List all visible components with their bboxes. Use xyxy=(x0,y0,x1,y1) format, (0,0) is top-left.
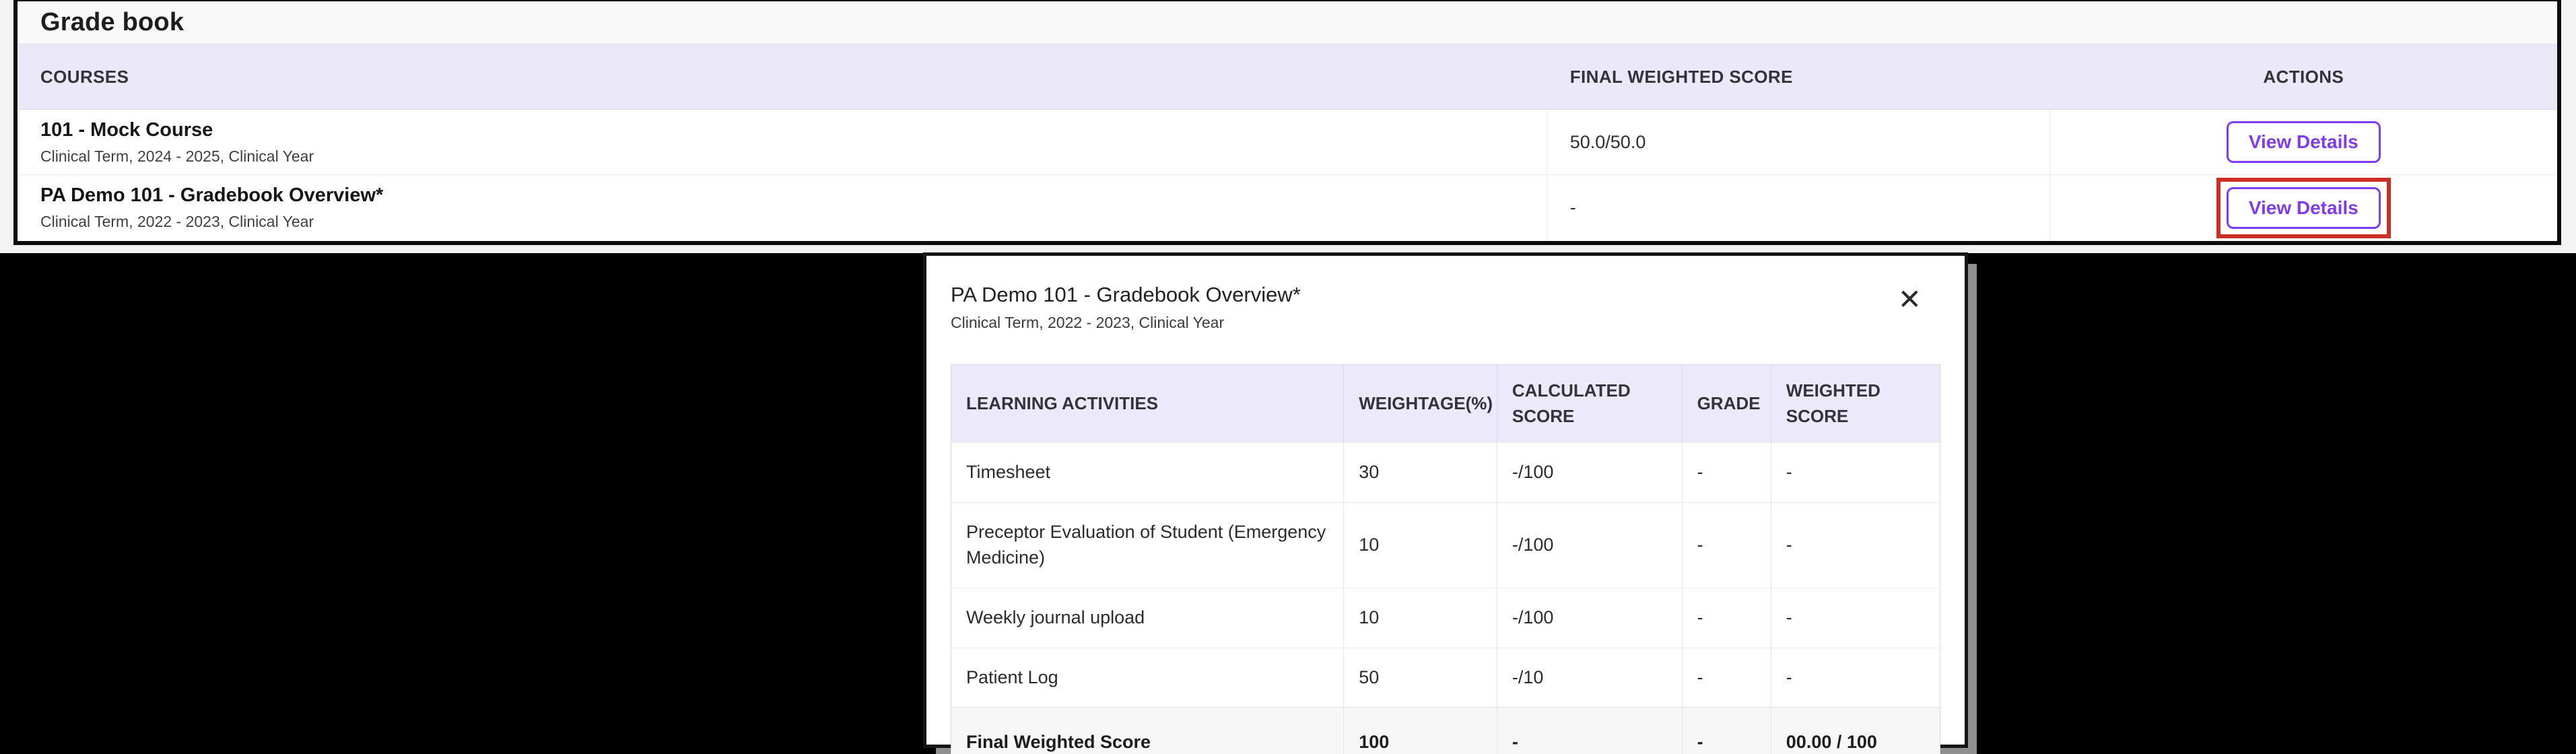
course-term: Clinical Term, 2022 - 2023, Clinical Yea… xyxy=(40,213,314,230)
table-row: PA Demo 101 - Gradebook Overview* Clinic… xyxy=(18,175,2557,240)
header-calculated-score: CALCULATED SCORE xyxy=(1496,364,1683,443)
gradebook-detail-modal: PA Demo 101 - Gradebook Overview* Clinic… xyxy=(923,252,1968,754)
course-name: 101 - Mock Course xyxy=(40,118,213,141)
final-weighted-score-value: - xyxy=(1569,197,1576,217)
activity-name: Timesheet xyxy=(951,442,1344,503)
activity-grade: - xyxy=(1681,442,1771,503)
header-weightage: WEIGHTAGE(%) xyxy=(1343,364,1497,443)
table-row: Weekly journal upload 10 -/100 - - xyxy=(951,587,1940,648)
activity-calculated-score: -/100 xyxy=(1496,587,1683,648)
final-weighted-score-row: Final Weighted Score 100 - - 00.00 / 100 xyxy=(951,707,1940,754)
activity-grade: - xyxy=(1681,647,1771,708)
activity-weightage: 10 xyxy=(1343,587,1497,648)
gradebook-panel: Grade book COURSES FINAL WEIGHTED SCORE … xyxy=(13,0,2561,245)
header-grade: GRADE xyxy=(1681,364,1771,443)
activity-grade: - xyxy=(1681,587,1771,648)
activity-name: Preceptor Evaluation of Student (Emergen… xyxy=(951,502,1344,588)
gradebook-table-header: COURSES FINAL WEIGHTED SCORE ACTIONS xyxy=(18,44,2557,110)
view-details-button[interactable]: View Details xyxy=(2226,186,2381,229)
activity-weightage: 10 xyxy=(1343,502,1497,588)
modal-title-block: PA Demo 101 - Gradebook Overview* Clinic… xyxy=(951,283,1301,332)
gradebook-title-band: Grade book xyxy=(18,1,2557,44)
modal-subtitle: Clinical Term, 2022 - 2023, Clinical Yea… xyxy=(951,314,1225,331)
modal-header: PA Demo 101 - Gradebook Overview* Clinic… xyxy=(951,283,1940,332)
header-courses: COURSES xyxy=(40,66,129,87)
course-cell: PA Demo 101 - Gradebook Overview* Clinic… xyxy=(18,175,1547,240)
activity-calculated-score: -/10 xyxy=(1496,647,1683,708)
top-page-region: Grade book COURSES FINAL WEIGHTED SCORE … xyxy=(0,0,2576,253)
modal-title: PA Demo 101 - Gradebook Overview* xyxy=(951,283,1301,306)
activity-name: Weekly journal upload xyxy=(951,587,1344,648)
activity-weighted-score: - xyxy=(1770,502,1940,588)
learning-activities-table: LEARNING ACTIVITIES WEIGHTAGE(%) CALCULA… xyxy=(951,364,1940,754)
activity-weighted-score: - xyxy=(1770,587,1940,648)
table-row: 101 - Mock Course Clinical Term, 2024 - … xyxy=(18,110,2557,175)
page-title: Grade book xyxy=(40,8,184,36)
table-row: Timesheet 30 -/100 - - xyxy=(951,442,1940,503)
score-cell: - xyxy=(1546,175,2049,240)
activity-grade: - xyxy=(1681,502,1771,588)
footer-weighted-score: 00.00 / 100 xyxy=(1770,707,1940,754)
table-header-row: LEARNING ACTIVITIES WEIGHTAGE(%) CALCULA… xyxy=(951,364,1940,443)
footer-weightage: 100 xyxy=(1343,707,1497,754)
activity-name: Patient Log xyxy=(951,647,1344,708)
footer-grade: - xyxy=(1681,707,1771,754)
header-final-weighted-score: FINAL WEIGHTED SCORE xyxy=(1546,44,2049,109)
course-term: Clinical Term, 2024 - 2025, Clinical Yea… xyxy=(40,147,314,165)
footer-calculated-score: - xyxy=(1496,707,1683,754)
activity-weighted-score: - xyxy=(1770,647,1940,708)
score-cell: 50.0/50.0 xyxy=(1546,110,2049,174)
activity-weightage: 50 xyxy=(1343,647,1497,708)
table-row: Preceptor Evaluation of Student (Emergen… xyxy=(951,502,1940,588)
header-weighted-score: WEIGHTED SCORE xyxy=(1770,364,1940,443)
close-icon[interactable]: ✕ xyxy=(1891,283,1928,316)
table-row: Patient Log 50 -/10 - - xyxy=(951,647,1940,708)
footer-label: Final Weighted Score xyxy=(951,707,1344,754)
actions-cell: View Details xyxy=(2049,175,2557,240)
actions-cell: View Details xyxy=(2049,110,2557,174)
final-weighted-score-value: 50.0/50.0 xyxy=(1569,131,1646,152)
activity-calculated-score: -/100 xyxy=(1496,442,1683,503)
header-actions: ACTIONS xyxy=(2049,44,2557,109)
course-name: PA Demo 101 - Gradebook Overview* xyxy=(40,184,384,206)
activity-weightage: 30 xyxy=(1343,442,1497,503)
course-cell: 101 - Mock Course Clinical Term, 2024 - … xyxy=(18,110,1547,174)
activity-calculated-score: -/100 xyxy=(1496,502,1683,588)
header-learning-activities: LEARNING ACTIVITIES xyxy=(951,364,1344,443)
click-highlight-annotation: View Details xyxy=(2216,177,2391,238)
view-details-button[interactable]: View Details xyxy=(2226,121,2381,163)
activity-weighted-score: - xyxy=(1770,442,1940,503)
